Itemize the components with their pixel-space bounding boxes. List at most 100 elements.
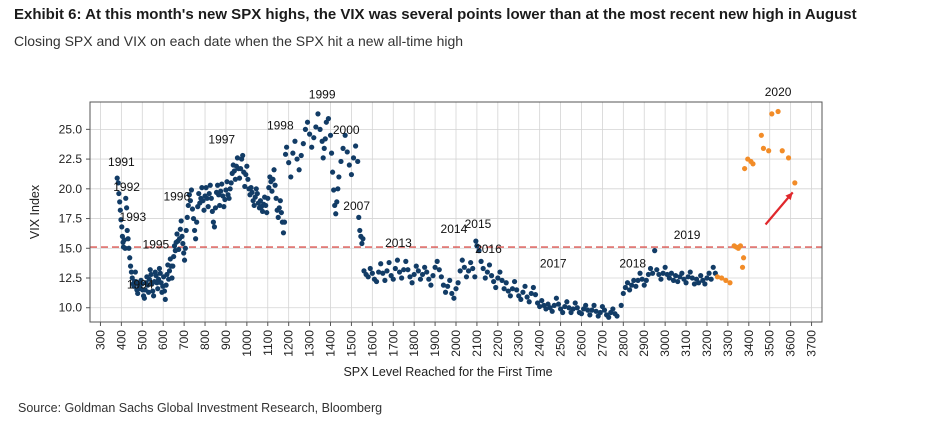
- data-point: [660, 270, 666, 276]
- x-tick-label: 1000: [240, 330, 254, 357]
- data-point: [766, 148, 772, 154]
- arrow: [764, 191, 794, 226]
- y-tick-label: 17.5: [59, 212, 83, 226]
- data-point: [392, 265, 398, 272]
- data-point: [254, 190, 260, 197]
- data-point: [583, 302, 589, 308]
- data-point: [685, 274, 691, 280]
- data-point: [307, 131, 313, 137]
- data-point: [560, 309, 566, 316]
- data-point: [564, 299, 570, 305]
- data-point: [315, 111, 321, 117]
- year-label: 1991: [108, 155, 135, 169]
- data-point: [340, 145, 346, 151]
- data-point: [384, 268, 390, 274]
- data-point: [649, 270, 656, 276]
- data-point: [117, 207, 123, 213]
- year-label: 1998: [267, 118, 294, 132]
- data-point: [204, 195, 210, 201]
- data-point: [212, 205, 219, 211]
- data-point: [710, 264, 716, 270]
- x-tick-label: 800: [198, 330, 212, 350]
- x-tick-label: 300: [93, 330, 107, 350]
- data-point: [126, 245, 132, 251]
- data-point: [199, 185, 205, 191]
- data-point: [683, 280, 689, 286]
- data-point: [394, 257, 401, 263]
- data-point: [128, 269, 135, 275]
- data-point: [459, 257, 465, 263]
- data-point: [532, 292, 539, 298]
- data-point: [426, 276, 432, 282]
- data-point: [189, 206, 196, 212]
- data-point: [146, 276, 152, 282]
- data-point: [269, 188, 275, 194]
- data-point: [186, 192, 192, 198]
- data-point: [218, 188, 224, 194]
- data-point: [359, 240, 365, 247]
- x-tick-label: 3200: [700, 330, 714, 357]
- data-point: [742, 165, 748, 172]
- data-point: [478, 258, 484, 264]
- data-point: [442, 289, 449, 295]
- data-point: [224, 179, 230, 185]
- chart-subtitle: Closing SPX and VIX on each date when th…: [14, 33, 464, 49]
- data-point: [177, 226, 183, 232]
- data-point: [248, 185, 254, 191]
- data-point: [622, 284, 629, 291]
- data-point: [652, 248, 658, 254]
- data-point: [476, 248, 482, 254]
- arrow-head: [785, 192, 793, 201]
- data-point: [320, 155, 326, 161]
- data-point: [656, 271, 662, 278]
- data-point: [497, 269, 503, 275]
- year-label: 1995: [143, 237, 170, 251]
- y-tick-label: 22.5: [59, 152, 83, 166]
- data-point: [386, 259, 392, 266]
- chart-title: Exhibit 6: At this month's new SPX highs…: [14, 6, 857, 23]
- data-point: [171, 253, 177, 260]
- data-point: [196, 190, 202, 197]
- x-tick-labels: 300 400 500 600 700 800 900 1000 1100 1200 1300 140…: [93, 330, 818, 357]
- data-point: [474, 243, 480, 249]
- data-point: [201, 207, 207, 213]
- data-point: [737, 243, 744, 249]
- data-point: [348, 171, 355, 178]
- x-tick-label: 3100: [679, 330, 693, 357]
- data-point: [480, 265, 486, 272]
- data-point: [127, 255, 133, 261]
- data-point: [570, 306, 576, 312]
- data-point: [300, 141, 306, 147]
- data-point: [373, 278, 380, 285]
- data-point: [740, 255, 747, 261]
- x-tick-label: 900: [219, 330, 233, 350]
- data-point: [792, 180, 798, 186]
- data-point: [505, 288, 511, 294]
- data-point: [185, 202, 191, 209]
- data-point: [127, 263, 134, 269]
- data-point: [662, 264, 668, 270]
- data-point: [325, 116, 332, 122]
- data-point: [457, 268, 463, 274]
- data-point: [673, 273, 679, 279]
- data-point: [321, 145, 327, 151]
- data-point: [428, 282, 434, 288]
- data-point: [601, 307, 608, 313]
- data-point: [473, 238, 479, 244]
- data-point: [675, 278, 681, 285]
- data-point: [679, 270, 685, 276]
- data-point: [232, 176, 238, 182]
- data-point: [514, 287, 520, 293]
- data-point: [503, 280, 509, 286]
- data-point: [223, 187, 229, 193]
- data-point: [322, 136, 328, 142]
- data-point: [706, 270, 712, 276]
- data-point: [298, 152, 304, 159]
- data-point: [181, 257, 188, 263]
- data-point: [150, 288, 156, 294]
- data-points: [114, 108, 798, 320]
- year-label: 2013: [385, 236, 412, 250]
- data-point: [760, 145, 767, 151]
- data-point: [132, 269, 138, 275]
- y-tick-label: 25.0: [59, 122, 83, 136]
